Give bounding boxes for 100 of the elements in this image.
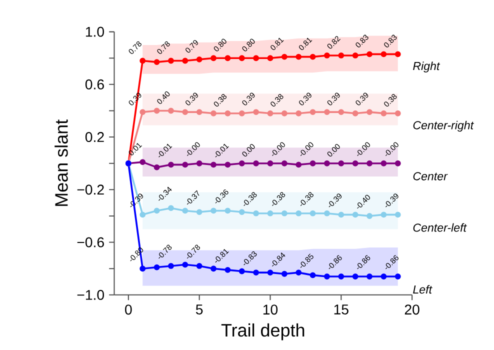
point bbox=[238, 55, 245, 62]
point bbox=[140, 159, 146, 166]
point bbox=[168, 263, 174, 269]
y-tick-label: −0.2 bbox=[77, 184, 104, 195]
point bbox=[380, 212, 387, 218]
point bbox=[154, 208, 160, 214]
point bbox=[296, 210, 302, 216]
point bbox=[224, 267, 231, 273]
point bbox=[253, 55, 260, 62]
point bbox=[352, 52, 358, 58]
point bbox=[380, 51, 387, 58]
x-tick-label: 0 bbox=[125, 304, 132, 315]
y-tick-label: −0.6 bbox=[77, 237, 104, 248]
point bbox=[267, 110, 274, 116]
x-tick-label: 15 bbox=[334, 304, 348, 315]
point bbox=[168, 162, 174, 168]
point bbox=[394, 212, 401, 218]
point bbox=[324, 210, 330, 216]
y-axis-title: Mean slant bbox=[54, 120, 68, 206]
point bbox=[253, 270, 260, 276]
point bbox=[154, 59, 160, 66]
y-tick-label: −1.0 bbox=[77, 290, 104, 300]
point bbox=[196, 109, 202, 116]
point bbox=[154, 264, 160, 270]
x-tick-label: 5 bbox=[196, 304, 203, 315]
series-label: Center-right bbox=[413, 120, 474, 132]
point bbox=[267, 55, 274, 62]
point bbox=[338, 212, 344, 218]
point bbox=[352, 274, 358, 280]
point bbox=[238, 160, 245, 166]
point bbox=[324, 274, 330, 280]
point bbox=[238, 209, 245, 216]
point bbox=[224, 162, 231, 168]
point bbox=[182, 58, 188, 64]
point bbox=[338, 274, 344, 280]
point bbox=[296, 110, 302, 116]
point bbox=[310, 272, 316, 278]
point bbox=[168, 108, 174, 114]
point bbox=[182, 208, 188, 214]
point bbox=[210, 55, 216, 62]
point bbox=[324, 160, 330, 166]
point bbox=[366, 109, 372, 116]
point bbox=[253, 160, 260, 166]
point bbox=[253, 210, 260, 216]
point bbox=[224, 55, 231, 62]
point bbox=[366, 160, 372, 166]
point bbox=[238, 268, 245, 274]
y-tick-label: 1.0 bbox=[86, 26, 104, 37]
x-tick-label: 10 bbox=[263, 304, 278, 315]
point bbox=[196, 160, 202, 166]
point bbox=[380, 274, 387, 280]
point bbox=[296, 162, 302, 168]
point bbox=[380, 160, 387, 166]
point bbox=[296, 270, 302, 276]
point bbox=[281, 54, 288, 60]
point bbox=[324, 109, 330, 116]
x-axis-title: Trail depth bbox=[221, 323, 304, 340]
point bbox=[196, 56, 202, 62]
point bbox=[182, 109, 188, 116]
point bbox=[140, 58, 146, 64]
point bbox=[324, 52, 330, 58]
point bbox=[281, 160, 288, 166]
point bbox=[154, 108, 160, 114]
point bbox=[281, 270, 288, 277]
point bbox=[168, 205, 174, 212]
point bbox=[154, 164, 160, 170]
point bbox=[140, 212, 146, 218]
point bbox=[296, 54, 302, 60]
point bbox=[253, 109, 260, 116]
point bbox=[352, 160, 358, 166]
point bbox=[394, 110, 401, 116]
point bbox=[182, 162, 188, 168]
point bbox=[380, 110, 387, 116]
point bbox=[366, 51, 372, 58]
point bbox=[210, 208, 216, 214]
point bbox=[281, 110, 288, 116]
point bbox=[352, 110, 358, 116]
point bbox=[140, 266, 146, 272]
point bbox=[394, 274, 401, 280]
x-tick-label: 20 bbox=[404, 304, 420, 315]
point bbox=[196, 263, 202, 269]
point bbox=[310, 54, 316, 60]
point bbox=[210, 266, 216, 272]
point bbox=[338, 52, 344, 58]
point bbox=[394, 51, 401, 58]
point bbox=[224, 110, 231, 116]
point bbox=[182, 262, 188, 268]
y-tick-label: 0.6 bbox=[85, 80, 104, 90]
point bbox=[196, 209, 202, 216]
point bbox=[352, 212, 358, 218]
point bbox=[168, 58, 174, 64]
series-label: Left bbox=[413, 285, 432, 294]
series-label: Center bbox=[413, 172, 448, 180]
point bbox=[338, 109, 344, 116]
point bbox=[267, 270, 274, 276]
point bbox=[238, 110, 245, 116]
point bbox=[267, 210, 274, 216]
point bbox=[310, 210, 316, 216]
point bbox=[210, 162, 216, 168]
point bbox=[338, 160, 344, 166]
